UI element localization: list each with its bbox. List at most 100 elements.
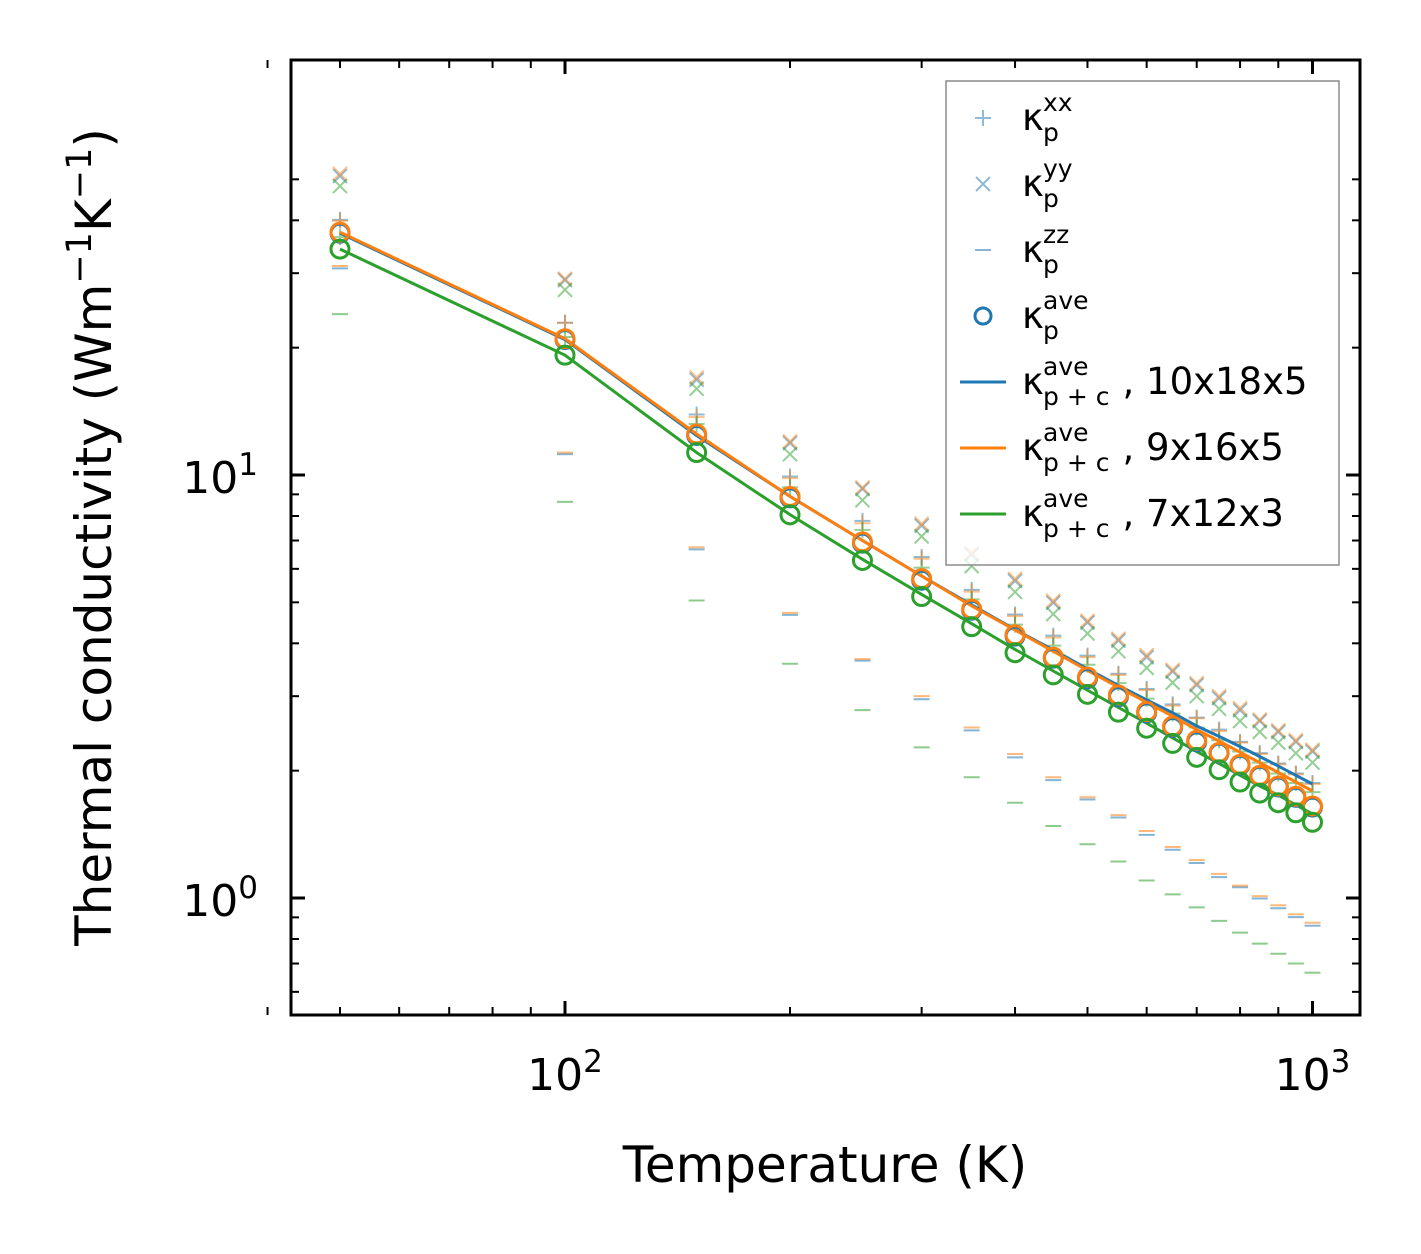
- y-axis-title: Thermal conductivity (Wm−1K−1): [60, 128, 123, 947]
- y-axis-title-exp1: −1: [60, 232, 100, 284]
- kyy-point: [1164, 662, 1181, 678]
- legend-entry: κ xxp: [975, 88, 1073, 147]
- x-axis-title: Temperature (K): [622, 1136, 1027, 1194]
- kyy-point: [1079, 614, 1096, 631]
- legend-superscript: xx: [1043, 88, 1073, 117]
- kyy-point: [1189, 677, 1205, 693]
- kave-point: [1285, 802, 1307, 824]
- kyy-point: [1270, 722, 1287, 739]
- kyy-point: [1045, 606, 1061, 622]
- plot-frame: [289, 58, 1362, 1017]
- kave-point: [329, 238, 351, 260]
- y-tick-label-exp: 0: [238, 870, 258, 906]
- kave-point: [1208, 759, 1230, 781]
- kyy-point: [1232, 713, 1248, 729]
- x-tick-label-exp: 2: [583, 1044, 603, 1080]
- x-tick-label: 103: [1275, 1044, 1351, 1101]
- kyy-point: [1304, 743, 1321, 760]
- legend-circle-marker: [973, 306, 993, 326]
- kyy-point: [1007, 573, 1023, 589]
- kyy-point: [854, 479, 871, 496]
- kxx-point: [913, 559, 930, 576]
- kyy-point: [1252, 724, 1268, 740]
- kyy-point: [1288, 745, 1304, 761]
- legend-symbol: κ: [1022, 96, 1044, 139]
- legend-superscript: zz: [1043, 220, 1069, 249]
- kave-point: [1302, 811, 1323, 833]
- legend-superscript: ave: [1043, 418, 1089, 447]
- kyy-point: [1189, 688, 1205, 704]
- legend-subscript: p: [1043, 118, 1059, 147]
- kave-point: [686, 442, 708, 464]
- legend-label: κ: [1022, 294, 1044, 337]
- legend-suffix: , 7x12x3: [1123, 492, 1284, 535]
- legend-entry: κ yyp: [975, 154, 1073, 213]
- kave-point: [851, 549, 873, 571]
- kyy-point: [913, 528, 930, 545]
- legend-x-marker: [975, 176, 991, 192]
- series-7x12x3-kzz: [331, 313, 1321, 974]
- legend-symbol: κ: [1022, 360, 1044, 403]
- legend-symbol: κ: [1022, 162, 1044, 205]
- kyy-point: [1232, 702, 1248, 718]
- kyy-point: [1007, 584, 1023, 600]
- kave-point: [1186, 746, 1208, 768]
- series-9x16x5-kzz: [331, 264, 1321, 924]
- legend-symbol: κ: [1022, 228, 1044, 271]
- series-9x16x5-kpc-line: [339, 230, 1314, 793]
- legend-entry: κ zzp: [975, 220, 1069, 279]
- y-tick-label-base: 10: [182, 876, 238, 927]
- legend-label: κ: [1022, 426, 1044, 469]
- x-tick-label-base: 10: [1275, 1050, 1331, 1101]
- kyy-point: [1211, 688, 1227, 704]
- kave-point: [554, 328, 576, 350]
- kave-point: [961, 616, 983, 638]
- legend-suffix: , 10x18x5: [1123, 360, 1308, 403]
- kxx-point: [557, 314, 573, 331]
- legend-superscript: yy: [1043, 154, 1073, 183]
- kave-point: [1136, 717, 1158, 739]
- kyy-point: [1079, 625, 1096, 642]
- kyy-point: [557, 271, 573, 287]
- y-axis-title-mid: K: [65, 198, 123, 232]
- kyy-point: [1138, 647, 1155, 663]
- y-axis-title-end: ): [65, 128, 123, 148]
- kyy-point: [1288, 732, 1304, 748]
- legend-subscript: p + c: [1043, 382, 1109, 411]
- kyy-point: [854, 492, 871, 508]
- kyy-point: [1304, 742, 1321, 758]
- kave-point: [554, 344, 576, 366]
- legend-label: κ: [1022, 492, 1044, 535]
- kyy-point: [1110, 631, 1127, 647]
- x-tick-label-base: 10: [527, 1050, 583, 1101]
- kave-point: [1076, 683, 1098, 705]
- y-axis-title-exp2: −1: [60, 148, 100, 200]
- kave-point: [911, 586, 933, 608]
- kyy-point: [1045, 593, 1061, 609]
- kyy-point: [782, 435, 798, 451]
- kyy-point: [782, 446, 798, 462]
- kave-point: [1229, 771, 1251, 793]
- legend-subscript: p: [1043, 184, 1059, 213]
- legend-subscript: p: [1043, 250, 1059, 279]
- legend-label: κ: [1022, 360, 1044, 403]
- legend-label: κ: [1022, 162, 1044, 205]
- legend-subscript: p + c: [1043, 514, 1109, 543]
- kyy-point: [688, 380, 705, 397]
- legend-label: κ: [1022, 96, 1044, 139]
- kave-point: [779, 504, 801, 526]
- legend-subscript: p + c: [1043, 448, 1109, 477]
- legend-plus-marker: [975, 110, 991, 126]
- x-tick-label-exp: 3: [1331, 1044, 1351, 1080]
- kyy-point: [1138, 660, 1155, 676]
- legend-symbol: κ: [1022, 294, 1044, 337]
- y-tick-label-exp: 1: [238, 447, 258, 483]
- legend-suffix: , 9x16x5: [1123, 426, 1284, 469]
- kave-point: [1107, 701, 1129, 723]
- legend-symbol: κ: [1022, 426, 1044, 469]
- kyy-point: [1164, 674, 1181, 691]
- kxx-point: [331, 212, 348, 229]
